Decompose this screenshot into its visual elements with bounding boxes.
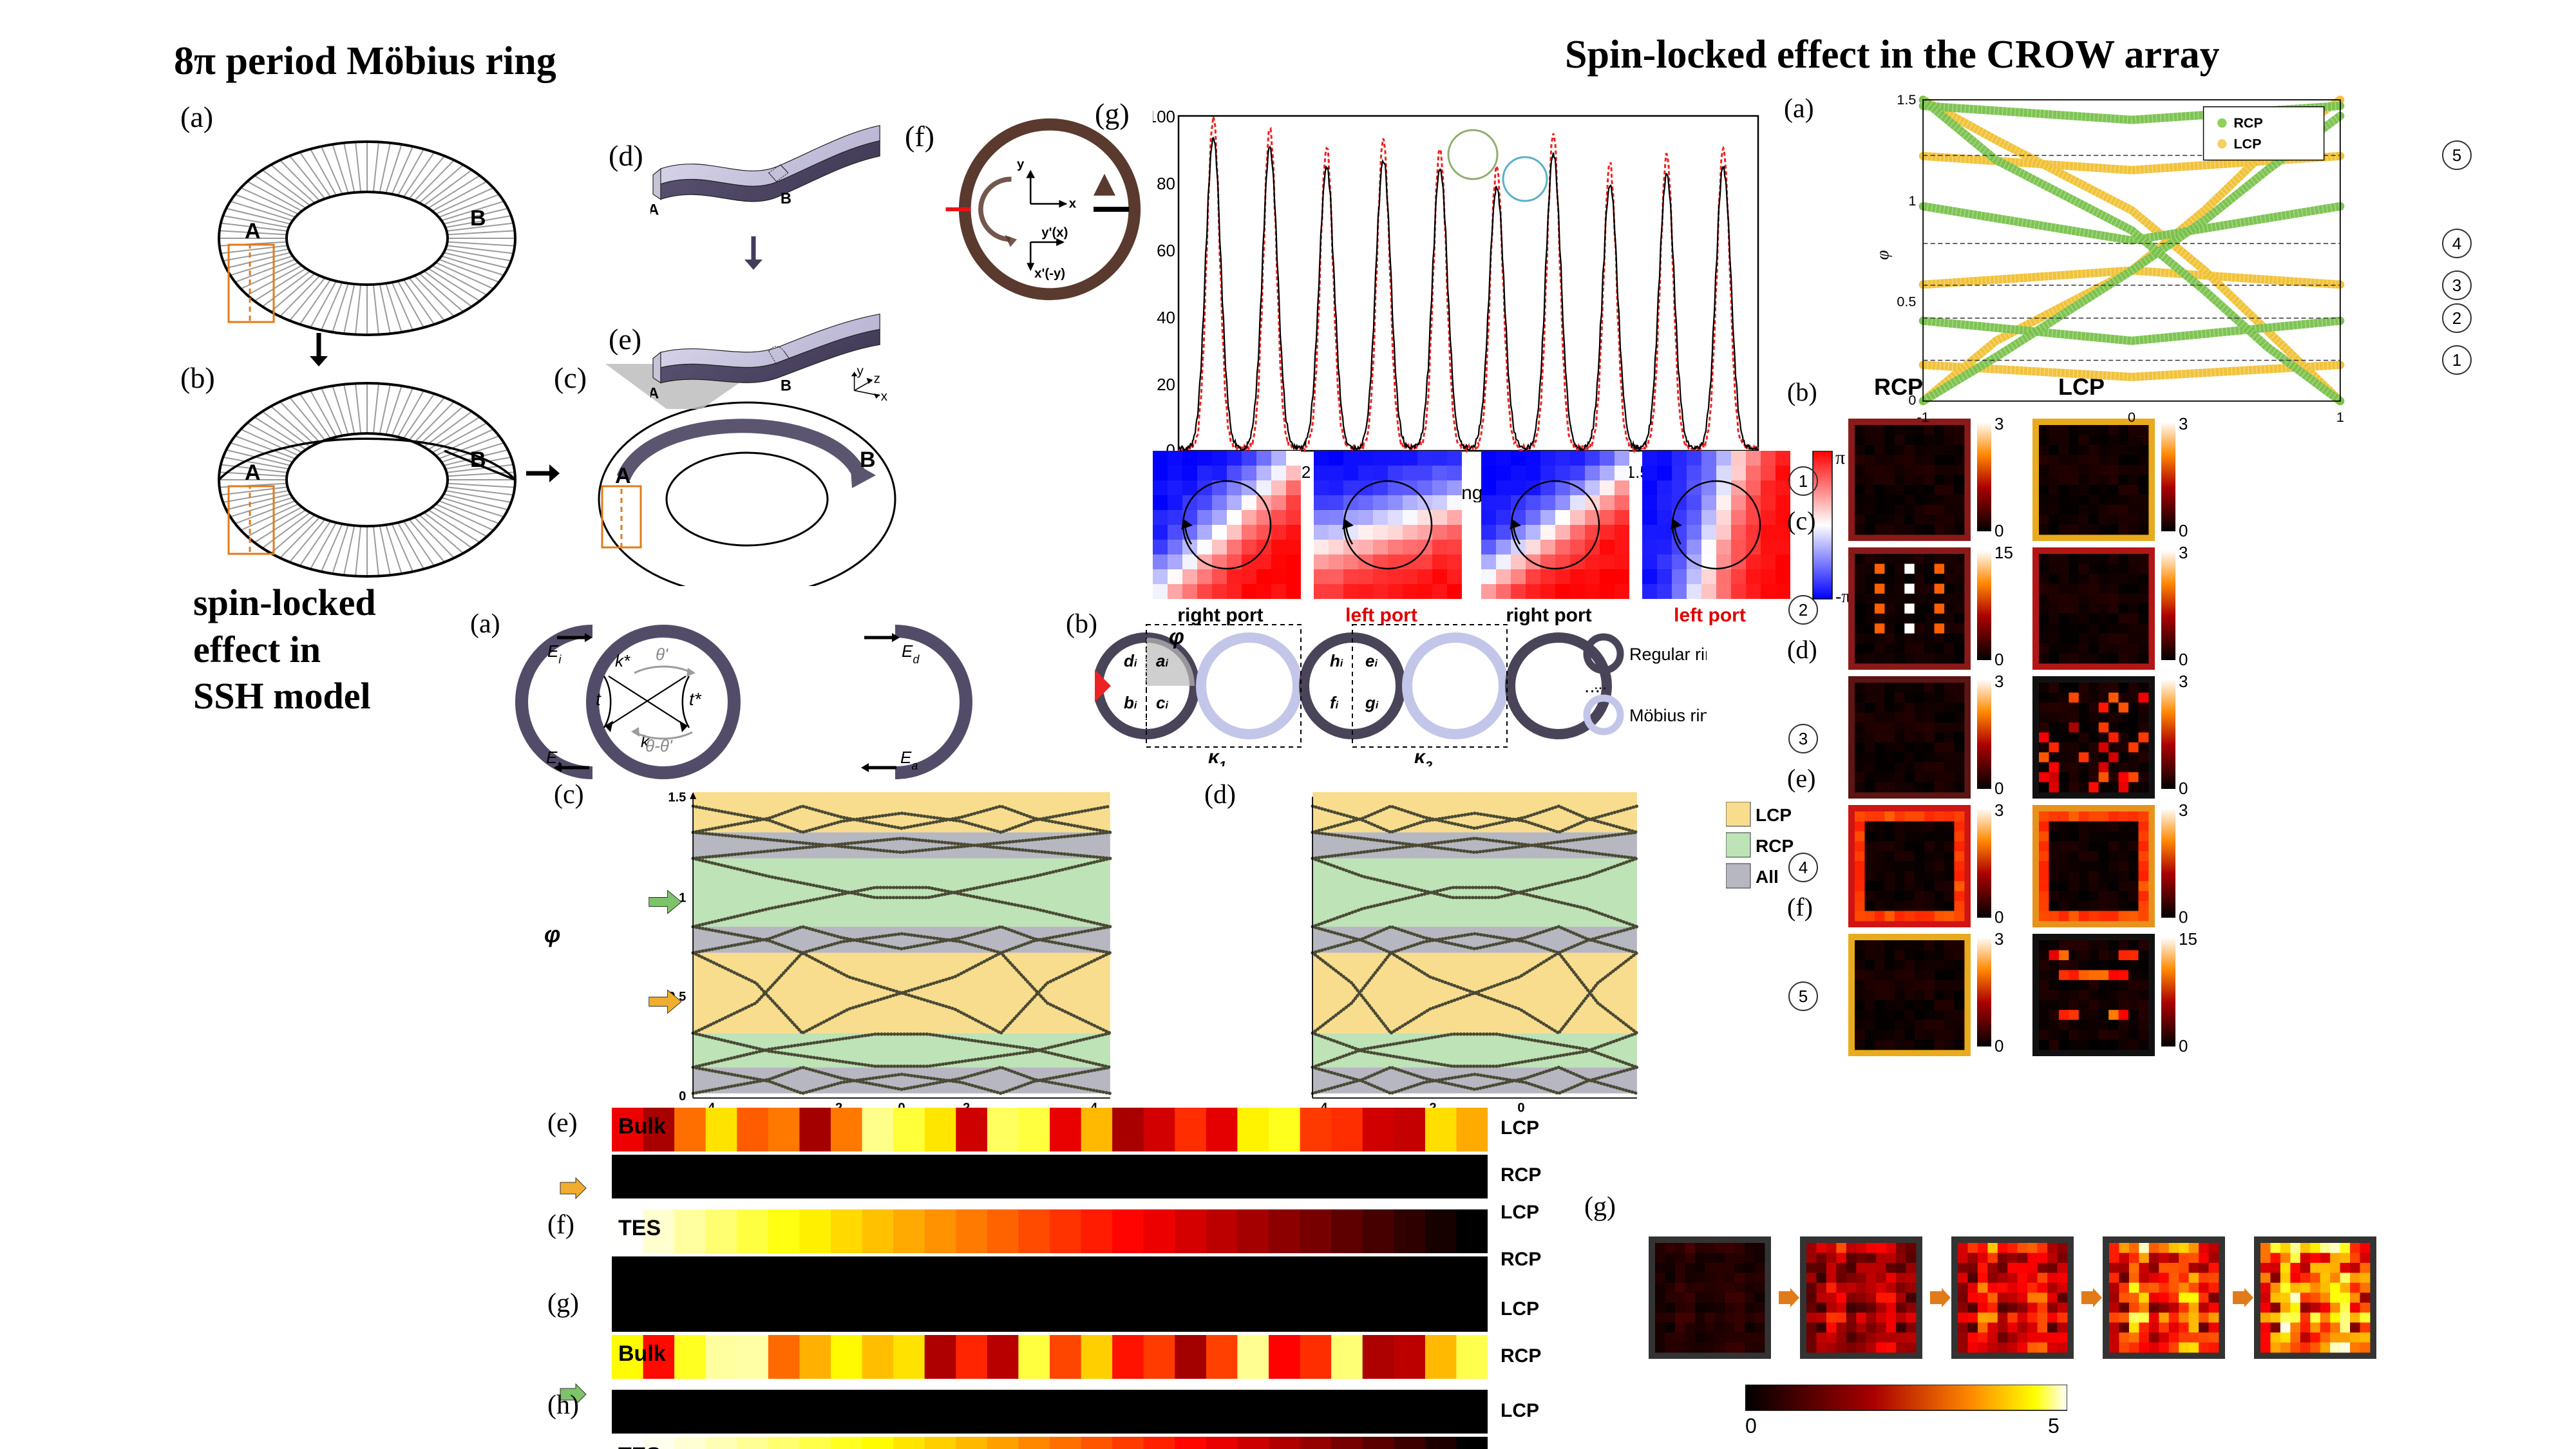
svg-text:0: 0 — [2179, 779, 2188, 795]
svg-text:x'(-y): x'(-y) — [1034, 267, 1065, 281]
svg-text:3: 3 — [1994, 673, 2003, 691]
svg-text:4: 4 — [1799, 858, 1808, 877]
svg-text:ei: ei — [1365, 651, 1378, 670]
svg-text:0: 0 — [1994, 779, 2003, 795]
svg-text:gi: gi — [1365, 693, 1379, 712]
svg-text:3: 3 — [1994, 931, 2003, 949]
svg-text:A: A — [650, 385, 659, 402]
svg-text:1: 1 — [2452, 350, 2461, 370]
svg-text:40: 40 — [1157, 308, 1175, 327]
svg-text:20: 20 — [1157, 375, 1175, 394]
svg-text:3: 3 — [1994, 415, 2003, 433]
svg-text:bi: bi — [1124, 693, 1137, 712]
svg-text:80: 80 — [1157, 174, 1175, 193]
svg-text:Ed: Ed — [902, 641, 920, 666]
svg-text:Möbius ring: Möbius ring — [1629, 706, 1707, 725]
svg-text:y: y — [1017, 157, 1025, 171]
svg-text:0: 0 — [2179, 650, 2188, 667]
svg-text:5: 5 — [2048, 1414, 2060, 1437]
svg-text:fi: fi — [1330, 693, 1339, 712]
svg-text:1: 1 — [2336, 409, 2344, 425]
svg-text:θ': θ' — [656, 645, 668, 664]
svg-text:ci: ci — [1156, 693, 1168, 712]
svg-text:B: B — [781, 191, 791, 207]
svg-text:3: 3 — [2179, 415, 2188, 433]
svg-text:-π: -π — [1835, 587, 1848, 607]
svg-text:θ-θ': θ-θ' — [645, 736, 673, 755]
svg-text:0: 0 — [1908, 392, 1916, 408]
svg-text:t: t — [596, 689, 601, 709]
svg-text:-1: -1 — [1917, 409, 1929, 425]
svg-text:1.5: 1.5 — [668, 790, 686, 804]
svg-text:LCP: LCP — [2233, 136, 2261, 152]
svg-text:3: 3 — [1799, 729, 1808, 748]
svg-text:B: B — [860, 448, 876, 472]
svg-text:1500: 1500 — [1994, 544, 2012, 562]
svg-text:0: 0 — [679, 1090, 686, 1104]
svg-text:2: 2 — [1799, 600, 1808, 620]
svg-text:x: x — [1069, 196, 1077, 211]
svg-text:t*: t* — [689, 689, 702, 709]
svg-text:1500: 1500 — [2179, 931, 2197, 949]
svg-text:0: 0 — [1994, 650, 2003, 667]
svg-text:100: 100 — [1153, 107, 1175, 126]
svg-text:κ1: κ1 — [1208, 746, 1226, 766]
svg-text:3: 3 — [2452, 276, 2461, 295]
svg-text:1: 1 — [1799, 471, 1808, 491]
svg-text:0: 0 — [1994, 1036, 2003, 1053]
svg-text:x: x — [881, 389, 888, 404]
svg-text:2: 2 — [2452, 308, 2461, 328]
svg-text:RCP: RCP — [2233, 115, 2263, 131]
svg-text:A: A — [650, 202, 659, 218]
svg-text:y'(x): y'(x) — [1041, 226, 1068, 240]
svg-text:A: A — [615, 464, 631, 488]
svg-text:B: B — [470, 206, 486, 231]
svg-text:0: 0 — [1994, 907, 2003, 924]
svg-text:0: 0 — [1745, 1414, 1757, 1437]
svg-text:y: y — [857, 364, 864, 379]
svg-text:1.5: 1.5 — [1897, 91, 1916, 108]
svg-text:3: 3 — [1994, 802, 2003, 820]
svg-text:B: B — [781, 377, 791, 394]
svg-text:0: 0 — [1517, 1101, 1524, 1115]
svg-text:z: z — [874, 372, 880, 386]
svg-text:5: 5 — [1799, 987, 1808, 1006]
svg-text:di: di — [1124, 651, 1137, 670]
svg-text:0.5: 0.5 — [1897, 293, 1916, 309]
svg-text:0: 0 — [2179, 907, 2188, 924]
svg-text:4: 4 — [2452, 234, 2461, 253]
svg-text:0: 0 — [2179, 1036, 2188, 1053]
svg-text:3: 3 — [2179, 802, 2188, 820]
svg-text:0: 0 — [2179, 521, 2188, 538]
svg-text:φ: φ — [1873, 251, 1892, 260]
svg-text:5: 5 — [2452, 146, 2461, 165]
svg-text:...: ... — [1594, 676, 1607, 693]
svg-text:hi: hi — [1330, 651, 1343, 670]
svg-text:A: A — [245, 460, 261, 485]
svg-text:Regular ring: Regular ring — [1629, 645, 1707, 664]
svg-text:π: π — [1835, 451, 1845, 468]
svg-text:A: A — [245, 219, 261, 243]
svg-text:φ: φ — [1169, 625, 1184, 649]
svg-text:0: 0 — [2128, 409, 2136, 425]
svg-text:60: 60 — [1157, 241, 1175, 260]
svg-text:κ2: κ2 — [1414, 746, 1432, 766]
svg-text:0: 0 — [1994, 521, 2003, 538]
svg-text:1: 1 — [1908, 193, 1916, 209]
svg-text:3: 3 — [2179, 544, 2188, 562]
svg-text:3: 3 — [2179, 673, 2188, 691]
svg-text:B: B — [470, 448, 486, 472]
svg-text:k*: k* — [615, 651, 630, 670]
